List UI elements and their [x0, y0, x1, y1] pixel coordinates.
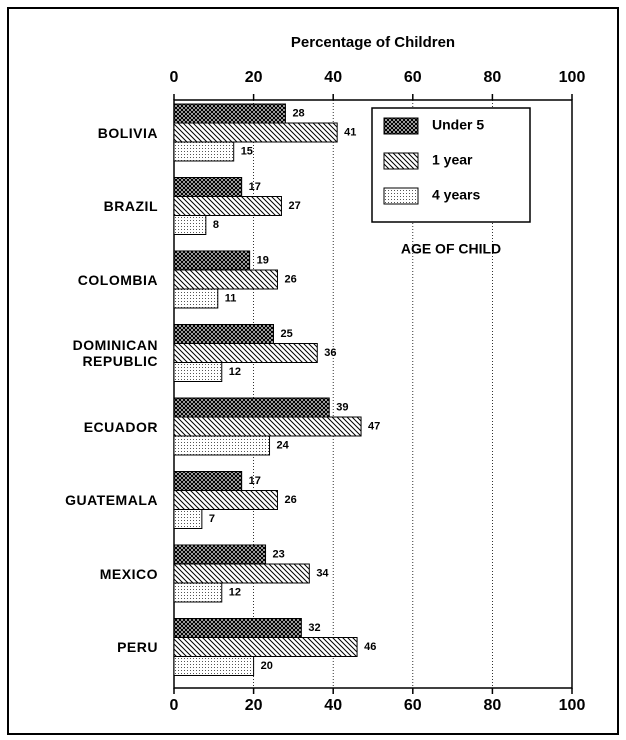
bar — [173, 122, 338, 143]
bar — [173, 177, 243, 197]
legend-title: AGE OF CHILD — [401, 241, 501, 257]
legend-swatch — [383, 117, 419, 135]
value-label: 32 — [308, 622, 320, 634]
value-label: 25 — [281, 328, 293, 340]
y-tick-label: MEXICO — [99, 565, 158, 582]
bar — [173, 215, 207, 235]
bar — [173, 103, 286, 124]
bar — [173, 397, 330, 418]
y-tick-label: ECUADOR — [83, 418, 158, 435]
bar — [173, 582, 223, 603]
value-label: 27 — [288, 200, 300, 212]
value-label: 12 — [229, 366, 241, 378]
value-label: 15 — [241, 145, 253, 157]
x-tick-label-bottom: 0 — [170, 697, 179, 714]
x-tick-label-bottom: 100 — [559, 697, 586, 714]
x-tick-label-top: 20 — [245, 69, 263, 86]
bar — [173, 250, 251, 271]
value-label: 39 — [336, 401, 348, 413]
y-tick-label: DOMINICAN REPUBLIC — [72, 337, 158, 369]
legend-label: 4 years — [432, 187, 480, 203]
value-label: 7 — [209, 513, 215, 525]
bar — [173, 618, 302, 638]
bar — [173, 196, 282, 216]
bar — [173, 490, 278, 510]
y-tick-label: BRAZIL — [103, 198, 158, 214]
x-tick-label-top: 60 — [404, 69, 422, 86]
x-tick-label-bottom: 60 — [404, 697, 422, 714]
x-tick-label-top: 80 — [484, 69, 502, 86]
frame — [7, 7, 619, 735]
bar — [173, 416, 362, 437]
value-label: 20 — [261, 660, 273, 672]
bar — [173, 471, 243, 491]
value-label: 26 — [284, 494, 296, 506]
value-label: 36 — [324, 347, 336, 359]
legend-swatch — [383, 152, 419, 170]
plot-frame — [173, 99, 573, 689]
value-label: 26 — [284, 273, 296, 285]
bar — [173, 362, 223, 382]
chart-title: Percentage of Children — [291, 34, 455, 51]
value-label: 11 — [225, 292, 237, 304]
bar — [173, 656, 255, 676]
bar — [173, 141, 235, 162]
bar — [173, 637, 358, 657]
y-tick-label: PERU — [117, 639, 158, 655]
y-tick-label: GUATEMALA — [65, 492, 158, 508]
bar — [173, 509, 203, 529]
value-label: 19 — [257, 254, 269, 266]
bar — [173, 435, 271, 456]
value-label: 8 — [213, 219, 219, 231]
x-tick-label-bottom: 40 — [324, 697, 342, 714]
value-label: 34 — [316, 567, 329, 579]
x-tick-label-bottom: 20 — [245, 697, 263, 714]
x-tick-label-bottom: 80 — [484, 697, 502, 714]
y-tick-label: BOLIVIA — [97, 124, 158, 141]
value-label: 23 — [273, 548, 285, 560]
value-label: 47 — [368, 420, 380, 432]
legend-swatch — [383, 187, 419, 205]
bar — [173, 563, 310, 584]
value-label: 46 — [364, 641, 376, 653]
value-label: 17 — [249, 181, 261, 193]
bar — [173, 324, 274, 344]
value-label: 12 — [229, 586, 241, 598]
bar — [173, 343, 318, 363]
x-tick-label-top: 40 — [324, 69, 342, 86]
value-label: 41 — [344, 126, 356, 138]
value-label: 28 — [292, 107, 304, 119]
bar — [173, 544, 267, 565]
legend-label: 1 year — [432, 152, 473, 168]
x-tick-label-top: 0 — [170, 69, 179, 86]
x-tick-label-top: 100 — [559, 69, 586, 86]
value-label: 17 — [249, 475, 261, 487]
bar — [173, 288, 219, 309]
legend-label: Under 5 — [432, 117, 484, 133]
value-label: 24 — [277, 439, 290, 451]
y-tick-label: COLOMBIA — [77, 271, 158, 288]
bar — [173, 269, 278, 290]
